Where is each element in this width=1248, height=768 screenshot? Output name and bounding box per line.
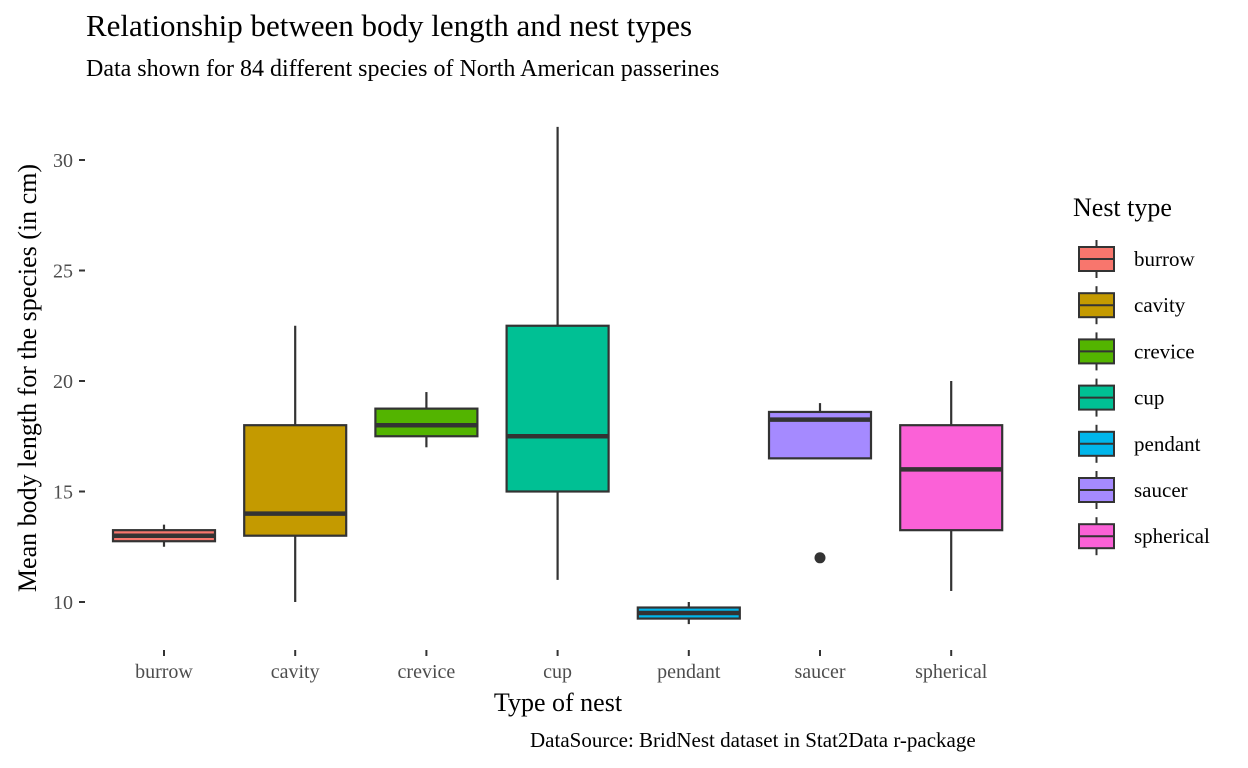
x-tick-label: pendant xyxy=(657,661,721,683)
box-saucer xyxy=(767,403,873,564)
legend-item-cavity: cavity xyxy=(1078,286,1186,325)
box-crevice xyxy=(374,392,479,448)
legend-label: spherical xyxy=(1134,524,1210,548)
legend-item-saucer: saucer xyxy=(1078,471,1188,509)
box-iqr xyxy=(899,424,1004,532)
box-series xyxy=(111,126,1004,625)
legend-label: burrow xyxy=(1134,247,1195,271)
x-tick-label: cavity xyxy=(271,661,320,683)
legend-label: pendant xyxy=(1134,432,1201,456)
y-tick-label: 15 xyxy=(53,482,73,504)
box-iqr xyxy=(505,324,610,493)
chart-subtitle: Data shown for 84 different species of N… xyxy=(86,56,720,82)
y-axis: 10 15 20 25 30 xyxy=(53,150,85,614)
legend-item-cup: cup xyxy=(1078,378,1164,417)
y-tick-label: 25 xyxy=(53,261,73,283)
legend-item-spherical: spherical xyxy=(1078,517,1210,556)
box-pendant xyxy=(636,602,741,625)
x-tick-label: cup xyxy=(543,661,572,683)
outlier-point xyxy=(814,552,826,564)
y-axis-title: Mean body length for the species (in cm) xyxy=(13,164,42,592)
y-tick-label: 30 xyxy=(53,150,73,172)
box-spherical xyxy=(899,381,1004,591)
box-cup xyxy=(505,126,610,580)
x-axis: burrow cavity crevice cup pendant saucer spher… xyxy=(135,650,988,683)
legend-label: saucer xyxy=(1134,478,1188,502)
x-tick-label: crevice xyxy=(398,661,456,683)
legend-title: Nest type xyxy=(1073,193,1172,222)
box-burrow xyxy=(111,524,217,547)
legend-item-pendant: pendant xyxy=(1078,424,1201,463)
legend-label: cup xyxy=(1134,386,1164,410)
x-tick-label: spherical xyxy=(915,661,988,683)
chart-caption: DataSource: BridNest dataset in Stat2Dat… xyxy=(530,728,976,752)
x-tick-label: burrow xyxy=(135,661,193,683)
box-iqr xyxy=(374,407,479,438)
legend-label: crevice xyxy=(1134,339,1195,363)
legend-item-crevice: crevice xyxy=(1078,332,1195,371)
y-tick-label: 20 xyxy=(53,371,73,393)
legend-item-burrow: burrow xyxy=(1078,240,1195,278)
legend-label: cavity xyxy=(1134,293,1186,317)
box-iqr xyxy=(243,424,348,537)
chart-title: Relationship between body length and nes… xyxy=(86,8,693,43)
x-axis-title: Type of nest xyxy=(494,688,623,717)
box-cavity xyxy=(243,325,348,602)
x-tick-label: saucer xyxy=(794,661,845,683)
y-tick-label: 10 xyxy=(53,592,73,614)
legend: Nest type burrow cavity crevice cup pendant s… xyxy=(1073,193,1210,556)
